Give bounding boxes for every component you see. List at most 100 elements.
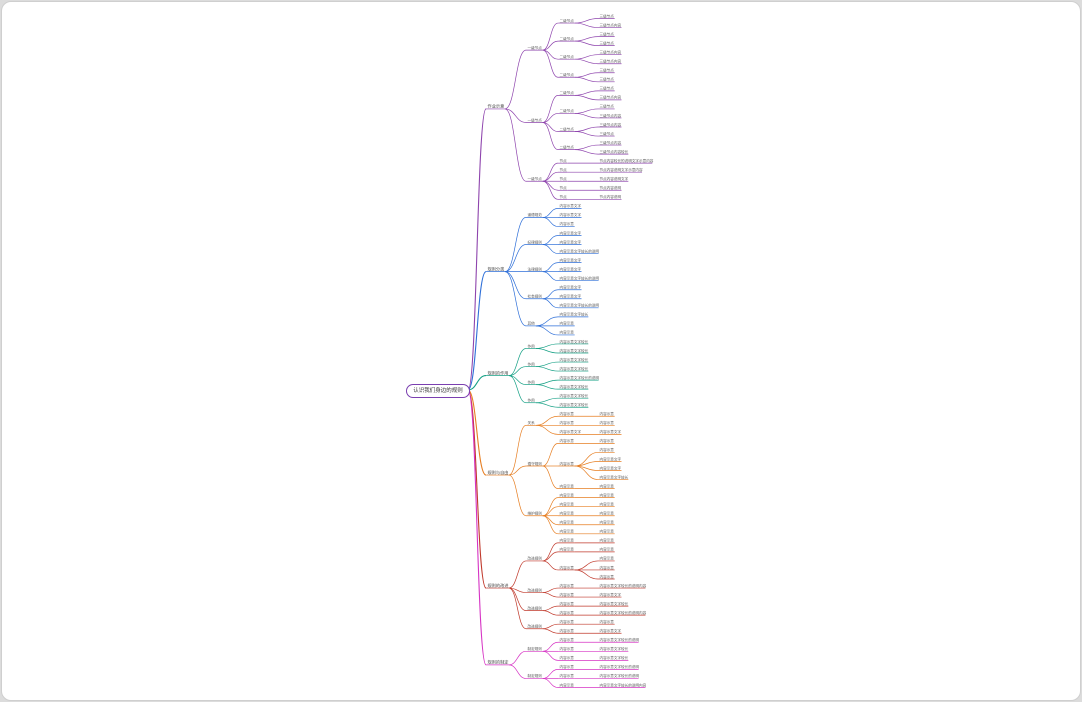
topic-node[interactable]: 三级节点内容 (600, 140, 622, 145)
topic-node[interactable]: 制定规则 (528, 673, 543, 678)
topic-node[interactable]: 作用 (528, 343, 536, 348)
topic-node[interactable]: 纪律规则 (528, 239, 543, 244)
topic-node[interactable]: 其他 (528, 321, 536, 326)
topic-node[interactable]: 三级节点 (600, 13, 615, 18)
topic-node[interactable]: 内容示意 (560, 330, 575, 335)
topic-node[interactable]: 二级节点 (560, 126, 575, 131)
topic-node[interactable]: 内容示意文字较长 (560, 402, 589, 407)
topic-node[interactable]: 三级节点内容 (600, 122, 622, 127)
topic-node[interactable]: 遵守规则 (528, 461, 543, 466)
topic-node[interactable]: 内容示意 (560, 411, 575, 416)
topic-node[interactable]: 一级节点 (528, 117, 543, 122)
topic-node[interactable]: 内容示意 (560, 492, 575, 497)
topic-node[interactable]: 内容示意 (560, 637, 575, 642)
topic-node[interactable]: 三级节点内容 (600, 49, 622, 54)
topic-node[interactable]: 内容示意文字较长 (560, 348, 589, 353)
topic-node[interactable]: 内容示意文字 (560, 429, 582, 434)
topic-node[interactable]: 三级节点内容 (600, 113, 622, 118)
topic-node[interactable]: 内容示意文字较长的说明内容 (600, 610, 647, 615)
topic-node[interactable]: 内容示意文字 (600, 628, 622, 633)
topic-node[interactable]: 内容示意文字较长 (560, 357, 589, 362)
topic-node[interactable]: 内容示意文字 (560, 203, 582, 208)
topic-node[interactable]: 三级节点内容 (600, 95, 622, 100)
topic-node[interactable]: 内容示意 (600, 529, 615, 534)
topic-node[interactable]: 内容示意文字较长的说明 (600, 664, 640, 669)
branch-node[interactable]: 规则与自由 (488, 469, 509, 476)
topic-node[interactable]: 内容示意文字较长 (560, 366, 589, 371)
topic-node[interactable]: 内容示意 (560, 583, 575, 588)
topic-node[interactable]: 节点内容说明 (600, 185, 622, 190)
topic-node[interactable]: 制定规则 (528, 646, 543, 651)
topic-node[interactable]: 二级节点 (560, 54, 575, 59)
branch-node[interactable]: 规则的制定 (488, 659, 509, 666)
topic-node[interactable]: 三级节点内容较长 (600, 149, 629, 154)
topic-node[interactable]: 内容示意 (600, 565, 615, 570)
topic-node[interactable]: 改进规则 (528, 605, 543, 610)
topic-node[interactable]: 内容示意文字较长的说明 (560, 248, 600, 253)
topic-node[interactable]: 内容示意 (560, 438, 575, 443)
topic-node[interactable]: 关系 (528, 420, 536, 425)
topic-node[interactable]: 三级节点 (600, 86, 615, 91)
topic-node[interactable]: 一级节点 (528, 45, 543, 50)
topic-node[interactable]: 内容示意文字较长 (560, 339, 589, 344)
topic-node[interactable]: 内容示意 (560, 501, 575, 506)
topic-node[interactable]: 节点 (560, 167, 568, 172)
topic-node[interactable]: 内容示意文字较长的说明 (560, 375, 600, 380)
topic-node[interactable]: 三级节点 (600, 31, 615, 36)
topic-node[interactable]: 三级节点 (600, 68, 615, 73)
topic-node[interactable]: 内容示意文字较长的说明内容 (600, 583, 647, 588)
topic-node[interactable]: 内容示意 (560, 221, 575, 226)
topic-node[interactable]: 内容示意 (560, 628, 575, 633)
topic-node[interactable]: 三级节点内容 (600, 59, 622, 64)
topic-node[interactable]: 维护规则 (528, 511, 543, 516)
topic-node[interactable]: 内容示意文字较长的说明 (560, 275, 600, 280)
topic-node[interactable]: 内容示意 (560, 673, 575, 678)
topic-node[interactable]: 法律规则 (528, 266, 543, 271)
topic-node[interactable]: 节点内容说明 (600, 194, 622, 199)
topic-node[interactable]: 内容示意 (600, 556, 615, 561)
topic-node[interactable]: 三级节点 (600, 104, 615, 109)
topic-node[interactable]: 内容示意文字 (560, 294, 582, 299)
topic-node[interactable]: 作用 (528, 361, 536, 366)
topic-node[interactable]: 内容示意文字 (600, 429, 622, 434)
topic-node[interactable]: 内容示意 (560, 547, 575, 552)
topic-node[interactable]: 社会规则 (528, 294, 543, 299)
branch-node[interactable]: 作业示意 (488, 103, 505, 110)
topic-node[interactable]: 节点内容较长的说明文字示意内容 (600, 158, 654, 163)
branch-node[interactable]: 规则的作用 (488, 369, 509, 376)
topic-node[interactable]: 内容示意文字 (600, 592, 622, 597)
topic-node[interactable]: 内容示意文字较长 (600, 655, 629, 660)
topic-node[interactable]: 内容示意文字 (600, 465, 622, 470)
topic-node[interactable]: 一级节点 (528, 176, 543, 181)
topic-node[interactable]: 内容示意 (600, 483, 615, 488)
topic-node[interactable]: 内容示意 (560, 529, 575, 534)
topic-node[interactable]: 内容示意 (600, 447, 615, 452)
topic-node[interactable]: 内容示意 (560, 610, 575, 615)
topic-node[interactable]: 内容示意文字 (560, 285, 582, 290)
topic-node[interactable]: 三级节点 (600, 131, 615, 136)
topic-node[interactable]: 内容示意 (600, 619, 615, 624)
topic-node[interactable]: 内容示意 (600, 420, 615, 425)
topic-node[interactable]: 节点内容说明文字 (600, 176, 629, 181)
topic-node[interactable]: 内容示意文字较长的说明 (600, 637, 640, 642)
topic-node[interactable]: 节点 (560, 185, 568, 190)
topic-node[interactable]: 内容示意 (560, 420, 575, 425)
topic-node[interactable]: 内容示意文字较长的说明 (600, 673, 640, 678)
topic-node[interactable]: 内容示意文字 (600, 456, 622, 461)
topic-node[interactable]: 内容示意 (560, 538, 575, 543)
topic-node[interactable]: 内容示意 (560, 601, 575, 606)
topic-node[interactable]: 内容示意 (560, 461, 575, 466)
topic-node[interactable]: 内容示意 (600, 501, 615, 506)
topic-node[interactable]: 内容示意 (560, 511, 575, 516)
topic-node[interactable]: 二级节点 (560, 144, 575, 149)
branch-node[interactable]: 规则的改进 (488, 582, 510, 589)
topic-node[interactable]: 内容示意 (560, 321, 575, 326)
root-node[interactable]: 认识我们身边的规则 (406, 384, 470, 398)
topic-node[interactable]: 节点 (560, 194, 568, 199)
topic-node[interactable]: 内容示意 (560, 655, 575, 660)
topic-node[interactable]: 改进规则 (528, 624, 543, 629)
topic-node[interactable]: 内容示意文字较长 (560, 312, 589, 317)
topic-node[interactable]: 内容示意文字较长 (600, 474, 629, 479)
topic-node[interactable]: 内容示意 (560, 520, 575, 525)
topic-node[interactable]: 内容示意 (560, 483, 575, 488)
